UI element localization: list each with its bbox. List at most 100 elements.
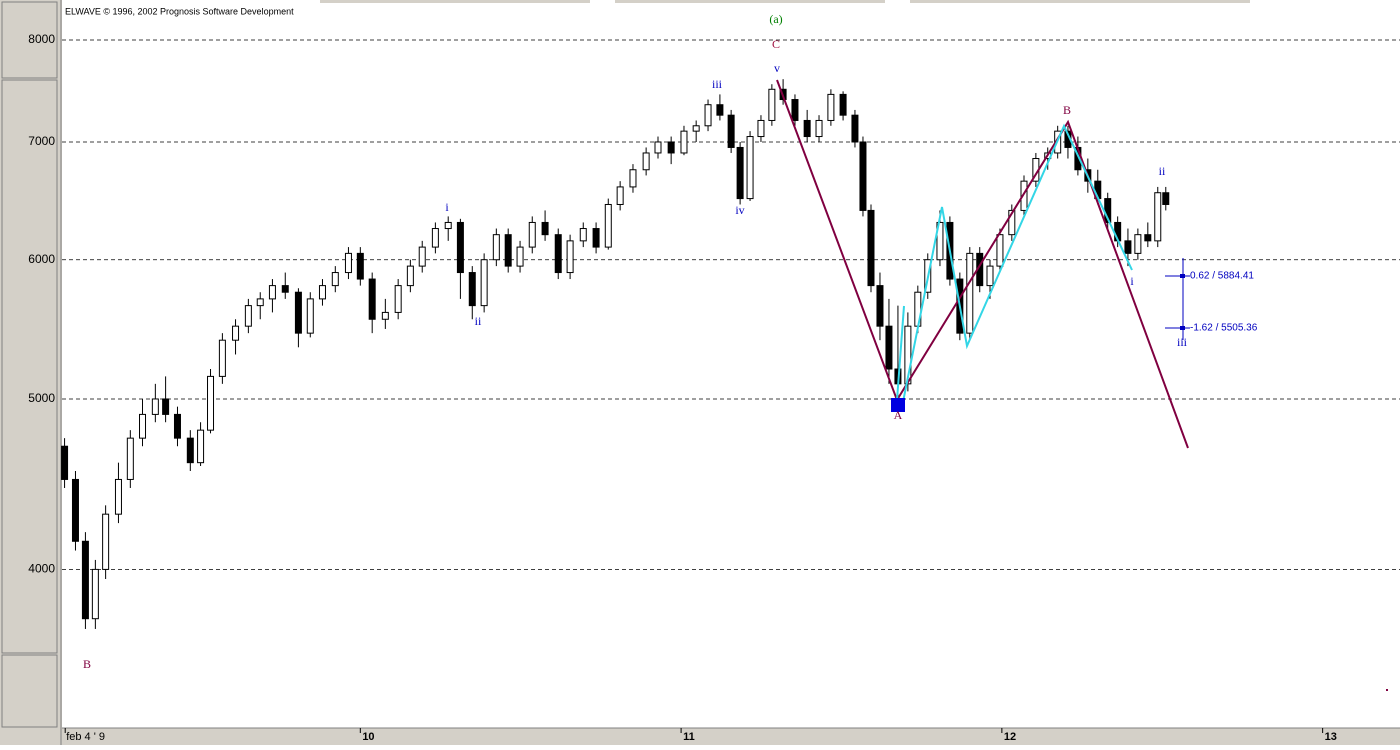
fib-label: 0.62 / 5884.41 — [1190, 271, 1254, 282]
wave-label: ii — [1159, 164, 1166, 178]
candle-body — [592, 228, 600, 248]
axis-box — [1, 79, 58, 654]
candle-body — [1134, 234, 1142, 254]
x-axis-panel — [62, 728, 1400, 745]
candle-body — [859, 141, 867, 211]
candle-body — [768, 88, 776, 121]
candle-body — [81, 540, 89, 620]
wave-label: iv — [735, 203, 744, 217]
candle-body — [151, 398, 159, 415]
tab — [910, 0, 1250, 3]
candle-body — [692, 125, 700, 132]
candle-body — [727, 114, 735, 148]
candle-body — [456, 221, 464, 274]
candle-body — [504, 234, 512, 267]
candle-body — [381, 311, 389, 320]
axis-box — [1, 1, 58, 79]
candle-body — [268, 285, 276, 300]
candle-body — [186, 437, 194, 464]
candle-body — [642, 152, 650, 171]
candle-body — [173, 413, 181, 439]
candle-body — [541, 221, 549, 236]
candle-body — [318, 285, 326, 300]
candle-body — [1008, 209, 1016, 236]
candle-body — [839, 93, 847, 116]
candle-body — [566, 240, 574, 274]
candle-body — [114, 478, 122, 515]
candle-body — [102, 513, 110, 570]
candle-body — [418, 246, 426, 267]
wave-label: v — [774, 61, 780, 75]
wave-line — [902, 123, 1133, 403]
candle-body — [197, 429, 205, 464]
chart-title: ELWAVE © 1996, 2002 Prognosis Software D… — [65, 6, 294, 16]
candle-body — [368, 278, 376, 320]
candle-body — [1154, 192, 1162, 242]
candle-body — [139, 413, 147, 439]
x-tick-label: 10 — [362, 731, 374, 743]
x-tick-label: 12 — [1004, 731, 1016, 743]
candle-body — [936, 221, 944, 261]
axis-box — [1, 654, 58, 728]
candle-body — [344, 252, 352, 274]
candle-body — [1162, 192, 1170, 205]
target-dot — [1180, 274, 1185, 278]
wave-line — [896, 305, 905, 401]
candle-body — [746, 136, 754, 200]
candle-body — [966, 252, 974, 334]
candle-body — [306, 298, 314, 334]
candle-body — [406, 265, 414, 287]
candle-body — [736, 146, 744, 200]
candle-body — [616, 186, 624, 205]
candle-body — [516, 246, 524, 267]
candle-body — [356, 252, 364, 280]
candle-body — [61, 445, 69, 480]
wave-label: ii — [475, 314, 482, 328]
candle-body — [704, 104, 712, 127]
candle-body — [604, 203, 612, 248]
candle-body — [218, 339, 226, 377]
candle-body — [996, 234, 1004, 267]
candle-body — [1124, 240, 1132, 254]
wave-label: A — [894, 408, 903, 422]
marker-dot — [1386, 689, 1388, 691]
y-tick-label: 8000 — [28, 32, 55, 46]
candle-body — [281, 285, 289, 293]
candle-body — [468, 272, 476, 307]
y-tick-label: 4000 — [28, 562, 55, 576]
candle-body — [492, 234, 500, 261]
candle-body — [71, 478, 79, 542]
candle-body — [667, 141, 675, 154]
fib-label: -1.62 / 5505.36 — [1190, 323, 1258, 334]
y-tick-label: 5000 — [28, 391, 55, 405]
wave-label: i — [1130, 274, 1134, 288]
wave-label: i — [445, 200, 449, 214]
candle-body — [444, 221, 452, 230]
candle-body — [528, 221, 536, 248]
wave-label: (a) — [769, 12, 782, 26]
candle-body — [431, 228, 439, 248]
candle-body — [815, 119, 823, 138]
candle-body — [885, 325, 893, 370]
candle-body — [654, 141, 662, 154]
tab — [615, 0, 885, 3]
wave-label: C — [772, 37, 780, 51]
candle-body — [232, 325, 240, 341]
wave-label: B — [83, 657, 91, 671]
candle-body — [207, 375, 215, 431]
candle-body — [757, 119, 765, 138]
candle-body — [294, 291, 302, 334]
candle-body — [827, 93, 835, 121]
candle-body — [480, 259, 488, 307]
candle-body — [716, 104, 724, 116]
candle-body — [876, 285, 884, 327]
candle-body — [126, 437, 134, 480]
candle-body — [162, 398, 170, 415]
candle-body — [394, 285, 402, 313]
candle-body — [256, 298, 264, 307]
candle-body — [803, 119, 811, 138]
tab — [320, 0, 590, 3]
candle-body — [554, 234, 562, 274]
